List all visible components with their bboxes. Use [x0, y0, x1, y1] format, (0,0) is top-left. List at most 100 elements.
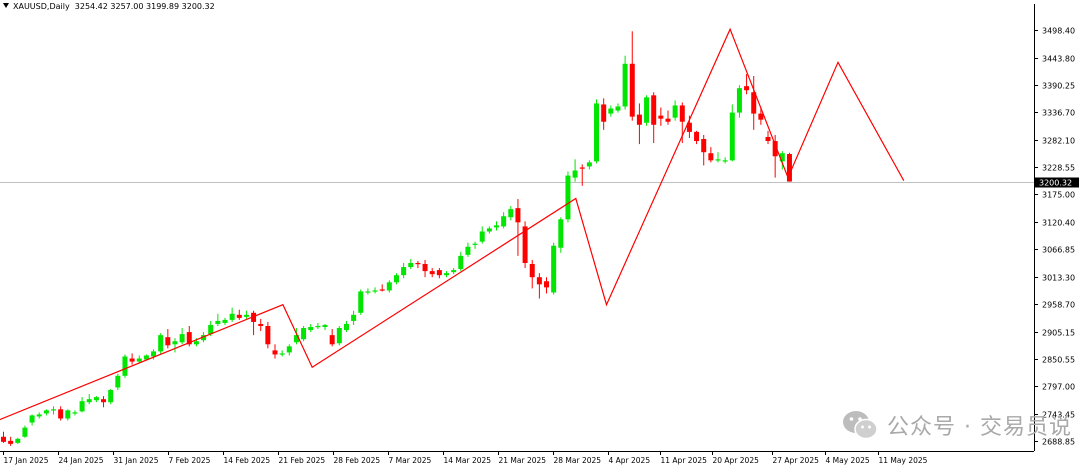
- candle-body-bullish[interactable]: [322, 324, 328, 328]
- candle-body-bullish[interactable]: [479, 231, 485, 242]
- candle-body-bearish[interactable]: [236, 314, 242, 318]
- candle-body-bullish[interactable]: [136, 358, 142, 362]
- candle-body-bullish[interactable]: [215, 320, 221, 324]
- candle-body-bullish[interactable]: [286, 346, 292, 353]
- candle-body-bullish[interactable]: [279, 353, 285, 355]
- candle-body-bullish[interactable]: [22, 427, 28, 437]
- candle-body-bearish[interactable]: [58, 409, 64, 419]
- candle-body-bullish[interactable]: [458, 255, 464, 270]
- candle-body-bullish[interactable]: [451, 270, 457, 273]
- candle-body-bullish[interactable]: [393, 275, 399, 283]
- candle-body-bullish[interactable]: [408, 262, 414, 268]
- candle-body-bearish[interactable]: [701, 139, 707, 153]
- candle-body-bullish[interactable]: [29, 415, 35, 423]
- candle-body-bullish[interactable]: [608, 108, 614, 114]
- candle-body-bearish[interactable]: [436, 270, 442, 276]
- candle-body-bearish[interactable]: [165, 337, 171, 346]
- candle-body-bearish[interactable]: [379, 289, 385, 291]
- candle-body-bearish[interactable]: [708, 153, 714, 161]
- candle-body-bullish[interactable]: [201, 335, 207, 341]
- candle-body-bearish[interactable]: [694, 131, 700, 142]
- candle-body-bullish[interactable]: [565, 175, 571, 220]
- candle-body-bullish[interactable]: [93, 397, 99, 401]
- candle-body-bearish[interactable]: [651, 95, 657, 125]
- candle-body-bullish[interactable]: [472, 243, 478, 245]
- candle-body-bullish[interactable]: [208, 324, 214, 335]
- candle-body-bearish[interactable]: [786, 154, 792, 182]
- candle-body-bearish[interactable]: [101, 399, 107, 403]
- candle-body-bearish[interactable]: [8, 440, 14, 444]
- candle-body-bullish[interactable]: [79, 401, 85, 412]
- candle-body-bearish[interactable]: [744, 86, 750, 91]
- candle-body-bullish[interactable]: [229, 313, 235, 320]
- candle-body-bearish[interactable]: [544, 281, 550, 288]
- candle-body-bullish[interactable]: [151, 351, 157, 357]
- candle-body-bearish[interactable]: [665, 118, 671, 122]
- candle-body-bullish[interactable]: [179, 334, 185, 343]
- candle-body-bullish[interactable]: [736, 88, 742, 113]
- candle-body-bearish[interactable]: [658, 115, 664, 119]
- candle-body-bullish[interactable]: [465, 246, 471, 255]
- candle-body-bullish[interactable]: [551, 245, 557, 293]
- candle-body-bullish[interactable]: [243, 314, 249, 317]
- candle-body-bullish[interactable]: [508, 209, 514, 218]
- candle-body-bullish[interactable]: [558, 219, 564, 248]
- candle-body-bullish[interactable]: [343, 323, 349, 331]
- candle-body-bullish[interactable]: [86, 399, 92, 403]
- candle-body-bullish[interactable]: [336, 328, 342, 344]
- candle-body-bearish[interactable]: [629, 63, 635, 117]
- candle-body-bearish[interactable]: [679, 105, 685, 122]
- candle-body-bullish[interactable]: [108, 390, 114, 403]
- candle-body-bullish[interactable]: [401, 267, 407, 276]
- candle-body-bearish[interactable]: [636, 114, 642, 125]
- candle-body-bullish[interactable]: [358, 291, 364, 313]
- candle-body-bullish[interactable]: [779, 153, 785, 162]
- candle-body-bullish[interactable]: [351, 314, 357, 321]
- candle-body-bearish[interactable]: [515, 208, 521, 223]
- candle-body-bullish[interactable]: [308, 327, 314, 331]
- candle-body-bullish[interactable]: [193, 341, 199, 345]
- candle-body-bearish[interactable]: [251, 312, 257, 322]
- candle-body-bullish[interactable]: [622, 63, 628, 107]
- candle-body-bullish[interactable]: [722, 160, 728, 162]
- candle-body-bearish[interactable]: [522, 226, 528, 263]
- candle-body-bullish[interactable]: [615, 106, 621, 111]
- candle-body-bearish[interactable]: [772, 141, 778, 157]
- candle-body-bullish[interactable]: [222, 319, 228, 323]
- candle-body-bullish[interactable]: [293, 335, 299, 343]
- candle-body-bearish[interactable]: [422, 264, 428, 272]
- candle-body-bullish[interactable]: [36, 414, 42, 417]
- candle-body-bullish[interactable]: [143, 355, 149, 360]
- candle-body-bullish[interactable]: [372, 290, 378, 292]
- candle-body-bearish[interactable]: [751, 92, 757, 114]
- candle-body-bullish[interactable]: [494, 225, 500, 228]
- candle-body-bearish[interactable]: [329, 335, 335, 345]
- candle-body-bullish[interactable]: [15, 438, 21, 443]
- candle-body-bullish[interactable]: [172, 341, 178, 345]
- candle-body-bullish[interactable]: [501, 216, 507, 227]
- candle-body-bullish[interactable]: [115, 375, 121, 388]
- candle-body-bearish[interactable]: [415, 262, 421, 265]
- candle-body-bearish[interactable]: [129, 358, 135, 362]
- candle-body-bullish[interactable]: [122, 356, 128, 376]
- candle-body-bearish[interactable]: [186, 332, 192, 345]
- candle-body-bullish[interactable]: [365, 291, 371, 293]
- candle-body-bullish[interactable]: [315, 325, 321, 328]
- candle-body-bearish[interactable]: [1, 436, 6, 442]
- candle-body-bullish[interactable]: [594, 103, 600, 162]
- candle-body-bullish[interactable]: [386, 282, 392, 291]
- candle-body-bearish[interactable]: [265, 325, 271, 345]
- candle-body-bullish[interactable]: [486, 228, 492, 232]
- candle-body-bearish[interactable]: [272, 350, 278, 355]
- candle-body-bearish[interactable]: [536, 277, 542, 285]
- candle-body-bearish[interactable]: [258, 323, 264, 326]
- dropdown-triangle-icon[interactable]: [3, 3, 9, 8]
- candle-body-bearish[interactable]: [529, 264, 535, 278]
- candle-body-bearish[interactable]: [758, 113, 764, 120]
- candle-body-bullish[interactable]: [301, 328, 307, 340]
- candle-body-bullish[interactable]: [65, 410, 71, 419]
- candle-body-bullish[interactable]: [572, 170, 578, 178]
- candle-body-bearish[interactable]: [429, 271, 435, 275]
